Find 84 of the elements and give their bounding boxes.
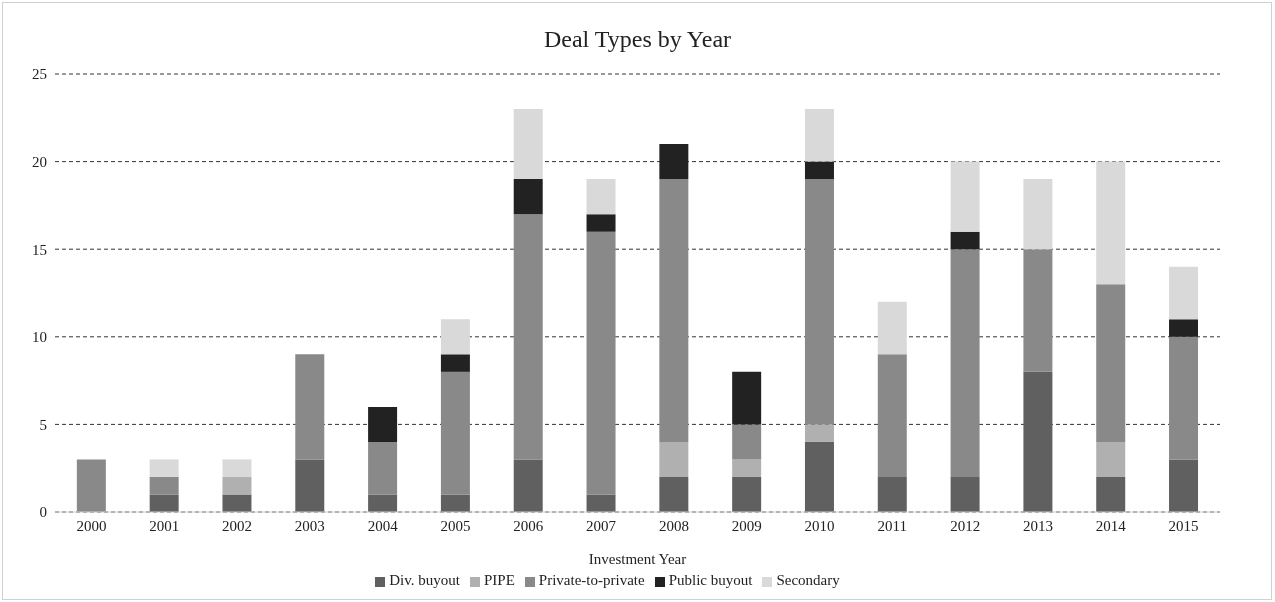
bar — [513, 179, 543, 215]
bar — [513, 214, 543, 460]
bar — [732, 424, 762, 460]
bar — [659, 441, 689, 477]
bar — [1023, 371, 1053, 512]
bar — [222, 494, 252, 512]
x-tick-label: 2005 — [440, 517, 471, 534]
bar — [440, 371, 470, 495]
bar — [1169, 336, 1199, 460]
bar — [950, 161, 980, 232]
x-axis-title: Investment Year — [588, 551, 687, 567]
bar — [1169, 459, 1199, 512]
x-tick-label: 2000 — [76, 517, 107, 534]
bar — [368, 494, 398, 512]
bar — [804, 424, 834, 442]
bar — [732, 371, 762, 425]
legend-label: Secondary — [776, 572, 840, 588]
x-tick-label: 2002 — [222, 517, 253, 534]
bar — [950, 249, 980, 477]
bar — [440, 319, 470, 355]
x-tick-label: 2004 — [367, 517, 399, 534]
bar — [804, 179, 834, 425]
bar — [76, 459, 106, 512]
x-tick-label: 2013 — [1022, 517, 1053, 534]
bar — [1023, 249, 1053, 372]
bar — [1169, 319, 1199, 337]
bar — [513, 109, 543, 180]
bar — [804, 161, 834, 180]
bar — [1096, 161, 1126, 285]
bar — [586, 231, 616, 495]
bar — [586, 494, 616, 512]
bar — [368, 406, 398, 442]
x-tick-label: 2001 — [149, 517, 180, 534]
y-tick-label: 15 — [32, 241, 47, 258]
x-tick-label: 2015 — [1168, 517, 1199, 534]
bar — [877, 476, 907, 512]
bar — [732, 459, 762, 477]
bar — [877, 354, 907, 477]
bar — [295, 354, 325, 460]
x-tick-label: 2010 — [804, 517, 835, 534]
legend-label: PIPE — [483, 572, 515, 588]
bar — [950, 476, 980, 512]
y-tick-label: 20 — [32, 153, 47, 170]
x-tick-label: 2006 — [513, 517, 544, 534]
bar — [1096, 284, 1126, 442]
x-tick-label: 2007 — [586, 517, 617, 534]
bar — [659, 144, 689, 180]
x-tick-label: 2003 — [294, 517, 325, 534]
legend-label: Div. buyout — [389, 572, 460, 588]
legend-label: Public buyout — [668, 572, 753, 588]
bar — [804, 441, 834, 512]
bar — [950, 231, 980, 250]
y-tick-label: 5 — [39, 416, 47, 433]
bar — [1096, 476, 1126, 512]
bar — [1023, 179, 1053, 250]
y-tick-label: 0 — [39, 504, 47, 521]
bar — [659, 179, 689, 442]
bar — [1169, 266, 1199, 320]
bar — [149, 494, 179, 512]
bar — [149, 476, 179, 495]
bar — [659, 476, 689, 512]
y-tick-label: 10 — [32, 329, 47, 346]
bar — [586, 214, 616, 232]
bar — [513, 459, 543, 512]
x-tick-label: 2014 — [1095, 517, 1127, 534]
bar — [1096, 441, 1126, 477]
y-tick-label: 25 — [32, 66, 47, 83]
bar — [222, 476, 252, 495]
chart-title: Deal Types by Year — [542, 26, 733, 53]
bar — [804, 109, 834, 162]
bar — [440, 354, 470, 372]
bar — [149, 459, 179, 477]
bar — [222, 459, 252, 477]
x-tick-label: 2012 — [950, 517, 981, 534]
bar — [732, 476, 762, 512]
x-tick-label: 2011 — [877, 517, 908, 534]
bar — [440, 494, 470, 512]
bar — [586, 179, 616, 215]
x-tick-label: 2008 — [658, 517, 689, 534]
bar — [368, 441, 398, 495]
bar — [877, 301, 907, 355]
legend-label: Private-to-private — [538, 572, 645, 588]
bar — [295, 459, 325, 512]
x-tick-label: 2009 — [731, 517, 762, 534]
